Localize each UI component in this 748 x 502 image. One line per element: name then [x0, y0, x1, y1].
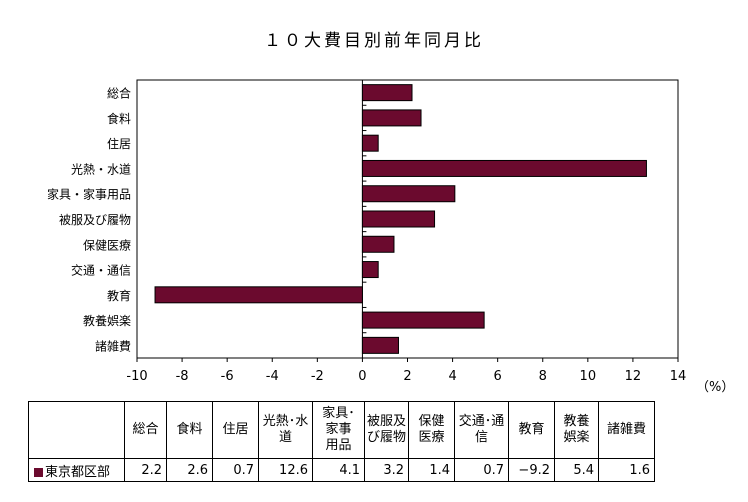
category-label: 保健医療 — [83, 238, 131, 252]
table-header-line: 娯楽 — [563, 430, 590, 445]
x-tick-label: 14 — [670, 369, 687, 384]
table-cell: 2.2 — [124, 458, 167, 482]
category-label: 交通・通信 — [71, 263, 131, 278]
table-header-line: 教養 — [563, 414, 590, 429]
table-header-line: 保健 — [418, 414, 445, 429]
category-label: 教養娯楽 — [83, 313, 131, 328]
table-row: 東京都区部 2.2 2.6 0.7 12.6 4.1 3.2 1.4 0.7 −9.2 5.4 1.6 — [28, 458, 655, 482]
table-cell: 0.7 — [212, 458, 259, 482]
table-cell: 0.7 — [454, 458, 509, 482]
table-header-cell: 教育 — [508, 401, 555, 459]
table-header-line: 食料 — [176, 422, 203, 437]
table-header-cell: 光熱･水道 — [258, 401, 313, 459]
table-cell: 1.4 — [408, 458, 455, 482]
category-label: 家具・家事用品 — [47, 187, 131, 202]
table-corner-cell — [28, 401, 125, 459]
table-header-line: 家事 — [325, 422, 352, 437]
table-cell: 4.1 — [312, 458, 365, 482]
table-row-label: 東京都区部 — [28, 458, 125, 482]
bar — [361, 134, 379, 152]
table-header-cell: 保健 医療 — [408, 401, 455, 459]
x-tick-label: -2 — [311, 369, 324, 384]
bar — [361, 185, 456, 203]
bar — [154, 286, 363, 304]
bar — [361, 235, 395, 253]
category-label: 総合 — [107, 86, 131, 101]
table-cell: 1.6 — [598, 458, 655, 482]
table-cell: 2.6 — [166, 458, 213, 482]
table-header-cell: 食料 — [166, 401, 213, 459]
x-tick-label: 2 — [403, 369, 411, 384]
x-tick-label: -6 — [221, 369, 234, 384]
category-label: 食料 — [107, 111, 131, 126]
table-header-cell: 被服及 び履物 — [364, 401, 409, 459]
x-tick-label: 12 — [625, 369, 642, 384]
table-header-line: 交通･通 — [458, 414, 505, 429]
legend-swatch — [34, 467, 43, 477]
bar — [361, 336, 399, 354]
bar — [361, 210, 436, 228]
bar — [361, 159, 647, 177]
x-tick-label: 0 — [358, 369, 366, 384]
chart-title: １０大費目別前年同月比 — [264, 31, 484, 51]
table-header-line: 家具･ — [322, 406, 355, 421]
x-tick-label: -8 — [176, 369, 189, 384]
bar — [361, 84, 413, 102]
table-cell: 12.6 — [258, 458, 313, 482]
bar — [361, 261, 379, 279]
x-tick-label: 10 — [580, 369, 597, 384]
table-header-cell: 家具･ 家事 用品 — [312, 401, 365, 459]
x-tick-label: -4 — [266, 369, 279, 384]
table-header-line: 信 — [474, 430, 488, 445]
table-header-line: 総合 — [132, 422, 159, 437]
table-cell: −9.2 — [508, 458, 555, 482]
table-header-cell: 総合 — [124, 401, 167, 459]
x-tick-label: 8 — [539, 369, 547, 384]
bar — [361, 109, 422, 127]
table-header-row: 総合 食料 住居 光熱･水道家具･ 家事 用品 被服及 び履物 保健 医療 交通･通信教育 教養 娯楽諸… — [28, 401, 655, 459]
data-table: 総合 食料 住居 光熱･水道家具･ 家事 用品 被服及 び履物 保健 医療 交通･通信教育 教養 娯楽諸… — [28, 401, 655, 482]
x-tick-label: -10 — [126, 369, 147, 384]
bar — [361, 311, 485, 329]
table-header-line: 教育 — [518, 422, 545, 437]
category-label: 被服及び履物 — [59, 213, 131, 227]
table-header-cell: 交通･通信 — [454, 401, 509, 459]
table-cell: 5.4 — [554, 458, 599, 482]
table-header-cell: 住居 — [212, 401, 259, 459]
table-header-line: 住居 — [222, 422, 249, 437]
table-header-line: 医療 — [418, 430, 445, 445]
category-label: 教育 — [107, 288, 131, 303]
table-header-line: 被服及 — [366, 414, 406, 429]
table-header-cell: 教養 娯楽 — [554, 401, 599, 459]
table-header-line: 道 — [278, 430, 292, 445]
table-header-line: 用品 — [325, 438, 352, 453]
category-label: 住居 — [107, 137, 131, 151]
table-header-line: び履物 — [366, 430, 406, 445]
x-tick-label: 4 — [448, 369, 456, 384]
category-label: 諸雑費 — [95, 338, 131, 353]
category-label: 光熱・水道 — [71, 162, 131, 176]
table-header-cell: 諸雑費 — [598, 401, 655, 459]
legend-label: 東京都区部 — [45, 464, 111, 480]
unit-label: （%） — [696, 380, 735, 395]
bar-chart: 総合食料住居光熱・水道家具・家事用品被服及び履物保健医療交通・通信教育教養娯楽諸… — [47, 79, 687, 384]
table-header-line: 諸雑費 — [606, 422, 646, 437]
table-header-line: 光熱･水 — [262, 414, 309, 429]
x-tick-label: 6 — [494, 369, 502, 384]
table-cell: 3.2 — [364, 458, 409, 482]
